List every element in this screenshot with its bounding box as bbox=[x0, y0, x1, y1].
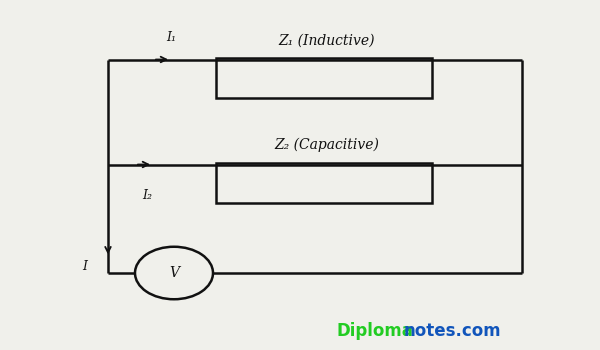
Text: V: V bbox=[169, 266, 179, 280]
Text: I₁: I₁ bbox=[166, 31, 176, 44]
Text: Z₁ (Inductive): Z₁ (Inductive) bbox=[279, 33, 375, 47]
Text: Z₂ (Capacitive): Z₂ (Capacitive) bbox=[275, 138, 379, 152]
Text: I₂: I₂ bbox=[142, 189, 152, 202]
Ellipse shape bbox=[135, 247, 213, 299]
Text: notes.com: notes.com bbox=[404, 322, 502, 340]
Bar bbox=[216, 58, 432, 98]
Bar bbox=[216, 163, 432, 203]
Text: I: I bbox=[82, 259, 87, 273]
Text: Diploma: Diploma bbox=[336, 322, 413, 340]
